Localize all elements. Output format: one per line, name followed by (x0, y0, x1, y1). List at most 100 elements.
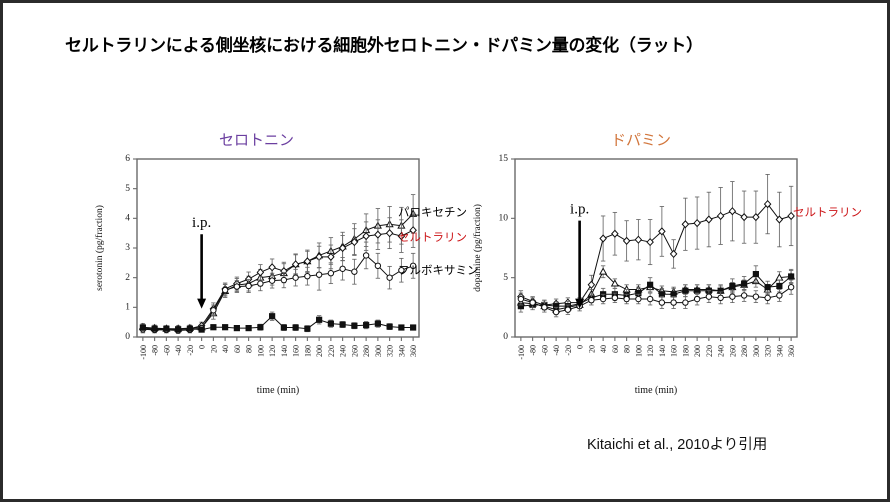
marker-square (752, 271, 759, 278)
marker-circle (658, 299, 666, 306)
x-tick-label: 0 (576, 345, 585, 349)
marker-circle (682, 299, 689, 306)
marker-square (316, 316, 323, 323)
y-tick-label: 4 (125, 214, 130, 224)
marker-diamond (693, 218, 701, 228)
series-line (142, 254, 414, 331)
marker-square (151, 325, 158, 332)
marker-circle (646, 295, 654, 303)
marker-circle (752, 293, 760, 300)
annotation-arrow-head (575, 298, 585, 309)
marker-circle (339, 265, 346, 272)
x-tick-label: 200 (315, 345, 324, 357)
marker-diamond (587, 280, 596, 289)
y-tick-label: 2 (125, 273, 130, 283)
marker-diamond (787, 211, 795, 221)
marker-diamond (669, 249, 678, 259)
x-axis-label: time (min) (635, 385, 678, 396)
marker-square (351, 322, 358, 329)
marker-square (670, 291, 677, 298)
marker-square (269, 313, 276, 320)
marker-square (647, 281, 654, 288)
marker-diamond (634, 235, 643, 244)
x-tick-label: -40 (552, 345, 561, 356)
x-tick-label: 80 (623, 345, 632, 353)
marker-diamond (338, 243, 347, 253)
marker-circle (221, 286, 229, 294)
marker-diamond (658, 227, 666, 236)
marker-circle (304, 272, 311, 280)
x-tick-label: 120 (268, 345, 277, 357)
y-axis-label: dopamine (pg/fraction) (472, 204, 483, 292)
panel-title-dopamine: ドパミン (611, 132, 672, 149)
marker-diamond (350, 237, 359, 247)
marker-square (694, 287, 701, 294)
x-tick-label: 340 (775, 345, 784, 357)
annotation-arrow-head (197, 298, 207, 309)
marker-circle (729, 293, 736, 300)
series-セルトラリン (139, 212, 417, 334)
series-control (139, 311, 417, 333)
marker-square (776, 282, 783, 290)
marker-circle (245, 282, 252, 290)
legend-label-paroxetine-serotonin: パロキセチン (398, 207, 467, 219)
marker-square (410, 324, 417, 331)
x-tick-label: 360 (409, 345, 418, 357)
page-title: セルトラリンによる側坐核における細胞外セロトニン・ドパミン量の変化（ラット） (65, 36, 703, 55)
plot-frame (136, 158, 420, 338)
marker-circle (517, 295, 525, 303)
marker-diamond (752, 213, 760, 222)
series-line (520, 270, 792, 311)
series-フルボキサミン (139, 241, 417, 334)
marker-square (339, 321, 346, 328)
marker-circle (541, 304, 548, 311)
x-tick-label: 180 (681, 345, 690, 357)
chart-serotonin: 0 1 2 3 4 5 6 -100 -80 -60 -40 -20 0 20 40 60 80 100 120 14… (91, 151, 431, 397)
marker-square (741, 280, 748, 287)
marker-diamond (409, 226, 417, 235)
marker-circle (705, 293, 713, 300)
x-tick-label: 180 (303, 345, 312, 357)
series-line (142, 213, 414, 330)
series-control (517, 265, 795, 313)
marker-circle (717, 294, 724, 302)
x-tick-label: 240 (717, 345, 726, 357)
marker-diamond (374, 230, 382, 239)
x-tick-label: 260 (728, 345, 737, 357)
marker-circle (374, 262, 382, 270)
y-tick-label: 3 (125, 243, 130, 253)
plot-frame (514, 158, 798, 338)
marker-circle (670, 299, 677, 306)
y-tick-label: 6 (125, 154, 130, 164)
marker-square (682, 287, 689, 294)
x-tick-label: 260 (350, 345, 359, 357)
y-tick-label: 5 (125, 184, 130, 194)
marker-diamond (256, 268, 265, 277)
x-tick-label: 300 (752, 345, 761, 357)
marker-circle (564, 306, 572, 313)
x-tick-label: -80 (529, 345, 538, 356)
x-tick-label: 0 (198, 345, 207, 349)
x-tick-label: -60 (162, 345, 171, 356)
series-フルボキサミン (517, 279, 795, 318)
x-tick-label: 20 (587, 345, 596, 353)
annotation-ip-text: i.p. (570, 202, 589, 218)
x-tick-label: -40 (174, 345, 183, 356)
legend-label-fluvoxamine-serotonin: フルボキサミン (398, 265, 479, 277)
marker-circle (740, 292, 748, 299)
annotation-ip-text: i.p. (192, 215, 211, 231)
marker-diamond (728, 207, 737, 216)
x-tick-label: 100 (634, 345, 643, 357)
y-tick-label: 10 (499, 214, 509, 224)
x-tick-label: 280 (362, 345, 371, 357)
x-tick-label: 360 (787, 345, 796, 357)
x-tick-label: 280 (740, 345, 749, 357)
marker-square (280, 324, 287, 331)
marker-square (233, 325, 240, 332)
series-line (142, 315, 414, 331)
y-tick-label: 0 (503, 332, 508, 342)
marker-diamond (775, 215, 784, 224)
x-tick-label: 140 (658, 345, 667, 357)
